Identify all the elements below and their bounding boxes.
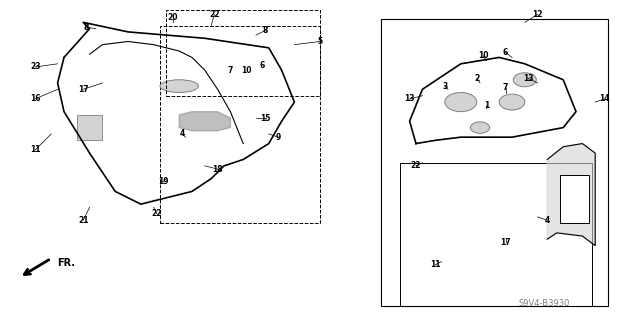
Text: 23: 23: [30, 63, 40, 71]
Text: 7: 7: [503, 83, 508, 92]
Text: 6: 6: [503, 48, 508, 57]
Text: 11: 11: [430, 260, 440, 269]
Text: 15: 15: [260, 114, 271, 122]
Bar: [400, 163, 592, 306]
Text: 20: 20: [168, 13, 178, 22]
Text: 9: 9: [276, 133, 281, 142]
Ellipse shape: [160, 80, 198, 93]
Bar: [560, 175, 589, 223]
Text: 22: 22: [152, 209, 162, 218]
Text: 5: 5: [317, 37, 323, 46]
Text: 19: 19: [158, 177, 168, 186]
Text: 18: 18: [212, 165, 223, 174]
Text: 22: 22: [209, 10, 220, 19]
Text: 6: 6: [260, 61, 265, 70]
Ellipse shape: [513, 73, 536, 87]
Bar: [166, 10, 320, 96]
Polygon shape: [179, 112, 230, 131]
Text: 13: 13: [404, 94, 415, 103]
Text: 11: 11: [30, 145, 40, 154]
Text: 2: 2: [474, 74, 479, 83]
Ellipse shape: [470, 122, 490, 133]
Text: 21: 21: [78, 216, 88, 225]
Text: 13: 13: [523, 74, 533, 83]
Text: 3: 3: [442, 82, 447, 91]
Ellipse shape: [445, 93, 477, 112]
Text: 17: 17: [500, 238, 511, 247]
Text: 12: 12: [532, 10, 543, 19]
Text: 8: 8: [84, 23, 89, 32]
Text: 10: 10: [478, 51, 488, 60]
Ellipse shape: [499, 94, 525, 110]
Text: 4: 4: [180, 130, 185, 138]
Text: FR.: FR.: [58, 258, 76, 268]
Text: S9V4-B3930: S9V4-B3930: [518, 299, 570, 308]
Bar: [381, 19, 608, 306]
Text: 17: 17: [78, 85, 88, 94]
Bar: [77, 115, 102, 140]
Text: 8: 8: [263, 26, 268, 35]
Text: 10: 10: [241, 66, 252, 75]
Text: 16: 16: [30, 94, 40, 103]
Text: 14: 14: [600, 94, 610, 103]
Text: 7: 7: [228, 66, 233, 75]
Text: 1: 1: [484, 101, 489, 110]
Polygon shape: [547, 144, 595, 246]
Text: 4: 4: [545, 216, 550, 225]
Bar: [160, 26, 320, 223]
Text: 22: 22: [411, 161, 421, 170]
